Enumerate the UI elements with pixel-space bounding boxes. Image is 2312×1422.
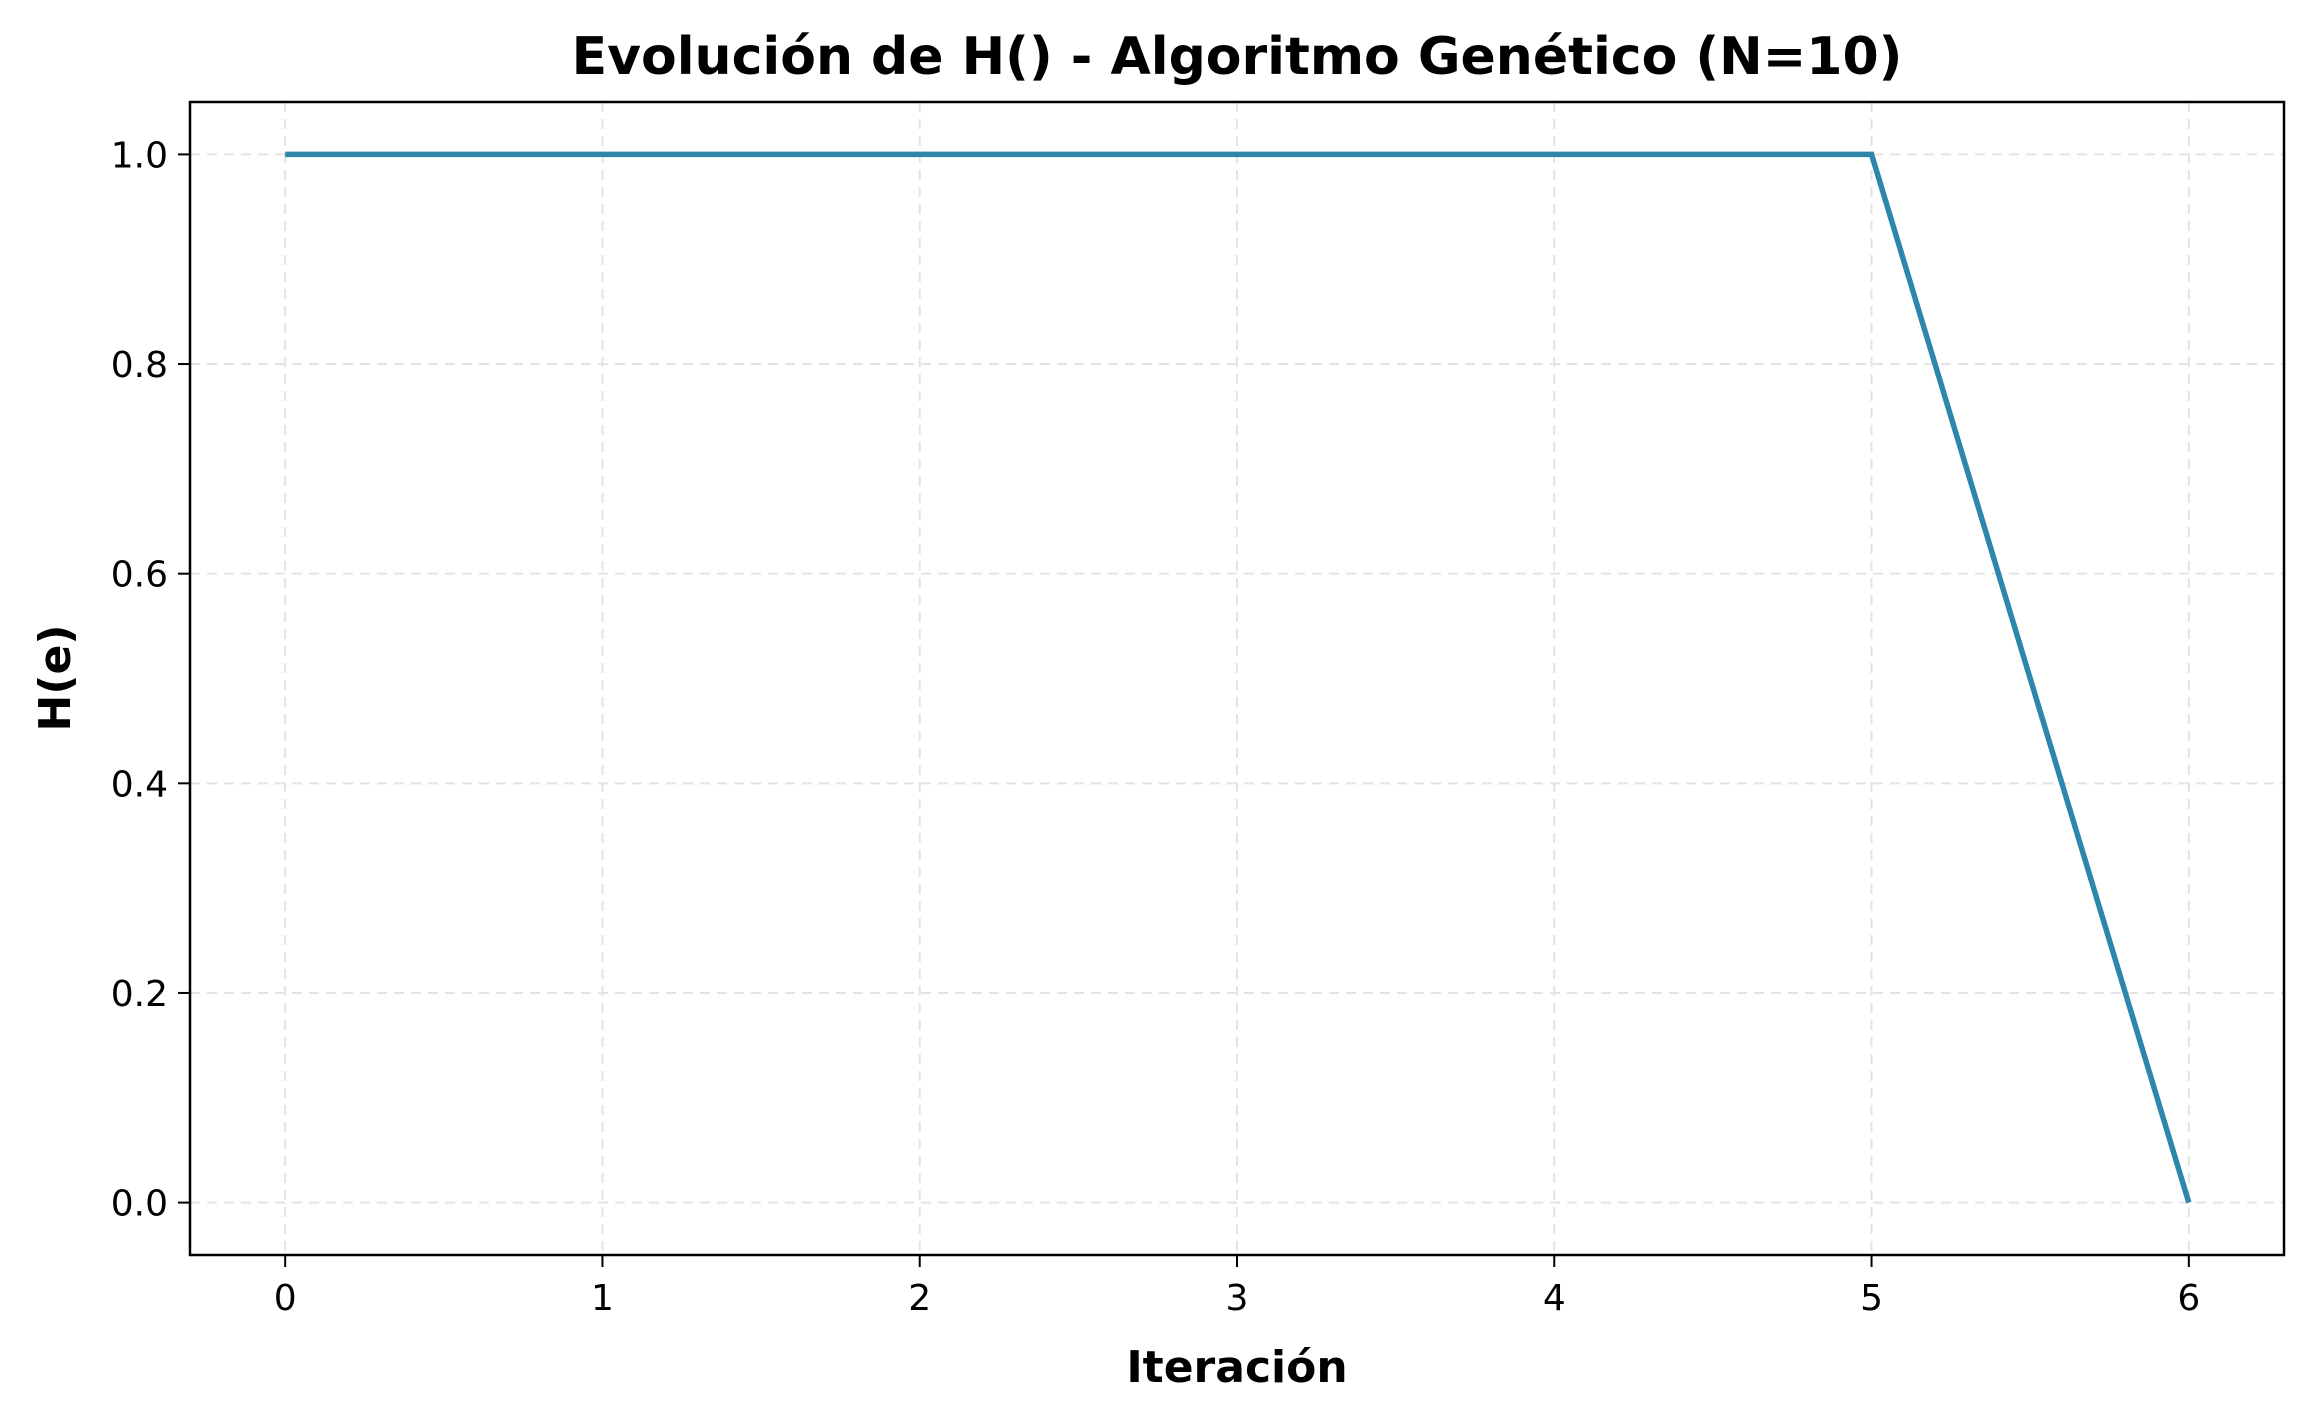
y-tick-label: 0.4 <box>111 764 168 805</box>
chart-title: Evolución de H() - Algoritmo Genético (N… <box>572 27 1903 87</box>
y-tick-label: 0.0 <box>111 1184 168 1225</box>
y-axis-label: H(e) <box>30 625 81 732</box>
y-tick-label: 0.6 <box>111 555 168 596</box>
series-layer <box>285 151 2192 1204</box>
series-line-1 <box>285 151 2192 1204</box>
x-tick-label: 1 <box>591 1278 614 1319</box>
x-tick-label: 4 <box>1543 1278 1566 1319</box>
x-tick-label: 3 <box>1226 1278 1249 1319</box>
grid <box>190 102 2284 1255</box>
x-tick-label: 6 <box>2177 1278 2200 1319</box>
y-tick-label: 0.8 <box>111 345 168 386</box>
y-tick-label: 0.2 <box>111 974 168 1015</box>
x-tick-label: 0 <box>274 1278 297 1319</box>
x-axis: 0 1 2 3 4 5 6 <box>274 1255 2200 1319</box>
y-axis: 0.0 0.2 0.4 0.6 0.8 1.0 <box>111 135 190 1225</box>
x-tick-label: 5 <box>1860 1278 1883 1319</box>
y-tick-label: 1.0 <box>111 135 168 176</box>
x-tick-label: 2 <box>908 1278 931 1319</box>
x-axis-label: Iteración <box>1126 1342 1347 1393</box>
